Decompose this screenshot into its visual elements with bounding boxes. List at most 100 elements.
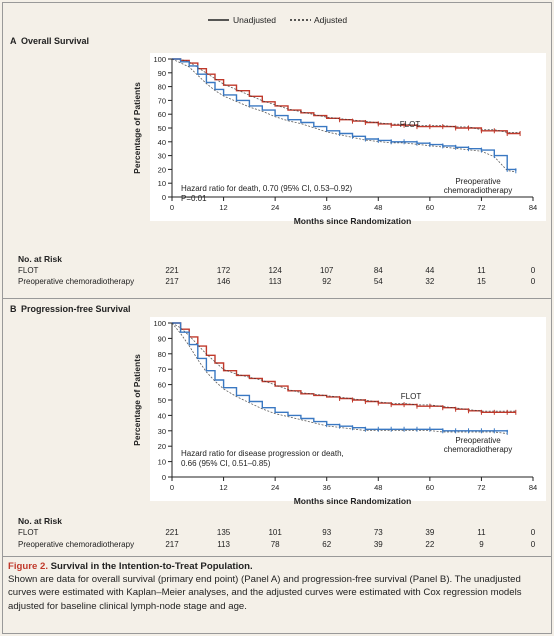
risk-row-name: FLOT (18, 528, 39, 537)
x-tick-label: 36 (323, 483, 331, 492)
caption-body: Shown are data for overall survival (pri… (8, 574, 522, 612)
risk-value: 93 (322, 528, 331, 537)
risk-value: 15 (477, 277, 486, 286)
risk-value: 107 (320, 266, 334, 275)
caption-label: Figure 2. (8, 561, 48, 572)
panel-b: B Progression-free Survival 0 10 20 30 40 50 60 7… (3, 299, 551, 549)
x-tick-label: 48 (374, 203, 382, 212)
y-tick-label: 40 (158, 138, 166, 147)
y-tick-label: 70 (158, 365, 166, 374)
series-label: chemoradiotherapy (444, 445, 512, 454)
caption-title: Survival in the Intention-to-Treat Popul… (50, 561, 253, 572)
risk-value: 217 (165, 540, 179, 549)
panel-title: Progression-free Survival (21, 304, 131, 314)
x-tick-label: 24 (271, 483, 279, 492)
risk-value: 0 (531, 266, 536, 275)
risk-table-title: No. at Risk (18, 254, 62, 264)
series-label: Preoperative (455, 177, 501, 186)
risk-value: 32 (425, 277, 434, 286)
x-tick-label: 12 (219, 483, 227, 492)
legend-adjusted-label: Adjusted (314, 15, 347, 25)
risk-value: 124 (268, 266, 282, 275)
series-label: Preoperative (455, 436, 501, 445)
y-tick-label: 20 (158, 165, 166, 174)
series-label: chemoradiotherapy (444, 186, 512, 195)
series-label: FLOT (400, 120, 421, 129)
risk-value: 22 (425, 540, 434, 549)
series-line-flot (172, 322, 516, 413)
risk-value: 113 (269, 277, 282, 286)
risk-value: 135 (217, 528, 231, 537)
series-line-preop (172, 58, 517, 171)
risk-value: 54 (374, 277, 383, 286)
risk-row-name: FLOT (18, 266, 39, 275)
risk-value: 84 (374, 266, 383, 275)
y-tick-label: 100 (153, 55, 166, 64)
y-tick-label: 60 (158, 381, 166, 390)
risk-value: 221 (165, 528, 179, 537)
risk-value: 39 (374, 540, 383, 549)
risk-value: 39 (425, 528, 434, 537)
risk-value: 221 (165, 266, 179, 275)
y-tick-label: 90 (158, 69, 166, 78)
risk-value: 101 (268, 528, 282, 537)
legend-unadjusted-label: Unadjusted (233, 15, 276, 25)
series-adjusted-preop (171, 58, 516, 173)
hazard-annotation: 0.66 (95% CI, 0.51–0.85) (181, 459, 271, 468)
hazard-annotation: P=0.01 (181, 194, 207, 203)
hazard-annotation: Hazard ratio for disease progression or … (181, 449, 344, 458)
x-tick-label: 72 (477, 203, 485, 212)
y-tick-label: 70 (158, 96, 166, 105)
risk-value: 78 (271, 540, 280, 549)
hazard-annotation: Hazard ratio for death, 0.70 (95% CI, 0.… (181, 184, 353, 193)
panel-label: B (10, 304, 17, 314)
risk-value: 0 (531, 277, 536, 286)
x-tick-label: 0 (170, 203, 174, 212)
series-line-flot (172, 58, 521, 135)
series-adjusted-flot (171, 58, 521, 133)
y-tick-label: 40 (158, 411, 166, 420)
x-axis-label: Months since Randomization (294, 216, 412, 226)
y-axis-label: Percentage of Patients (132, 82, 142, 174)
risk-value: 9 (479, 540, 484, 549)
risk-table-title: No. at Risk (18, 516, 62, 526)
y-tick-label: 30 (158, 427, 166, 436)
risk-value: 113 (217, 540, 230, 549)
risk-value: 73 (374, 528, 383, 537)
y-tick-label: 0 (162, 193, 166, 202)
x-tick-label: 12 (219, 203, 227, 212)
x-axis-label: Months since Randomization (294, 496, 412, 506)
y-tick-label: 50 (158, 124, 166, 133)
y-tick-label: 100 (153, 319, 166, 328)
series-line-preop (172, 322, 508, 433)
x-tick-label: 24 (271, 203, 279, 212)
x-tick-label: 60 (426, 483, 434, 492)
y-tick-label: 60 (158, 110, 166, 119)
panel-label: A (10, 36, 17, 46)
y-tick-label: 0 (162, 473, 166, 482)
plot-area (150, 317, 546, 501)
x-tick-label: 48 (374, 483, 382, 492)
y-tick-label: 80 (158, 350, 166, 359)
risk-row-name: Preoperative chemoradiotherapy (18, 277, 134, 286)
risk-value: 62 (322, 540, 331, 549)
series-label: FLOT (401, 392, 422, 401)
risk-value: 11 (477, 528, 486, 537)
y-tick-label: 80 (158, 83, 166, 92)
y-tick-label: 30 (158, 152, 166, 161)
panel-title: Overall Survival (21, 36, 89, 46)
risk-row-name: Preoperative chemoradiotherapy (18, 540, 134, 549)
x-tick-label: 36 (323, 203, 331, 212)
risk-value: 92 (322, 277, 331, 286)
plot-area (150, 53, 546, 221)
risk-value: 217 (165, 277, 179, 286)
x-tick-label: 60 (426, 203, 434, 212)
x-tick-label: 84 (529, 203, 537, 212)
x-tick-label: 84 (529, 483, 537, 492)
x-tick-label: 0 (170, 483, 174, 492)
y-tick-label: 10 (158, 458, 166, 467)
risk-value: 0 (531, 540, 536, 549)
series-adjusted-flot (171, 322, 516, 412)
